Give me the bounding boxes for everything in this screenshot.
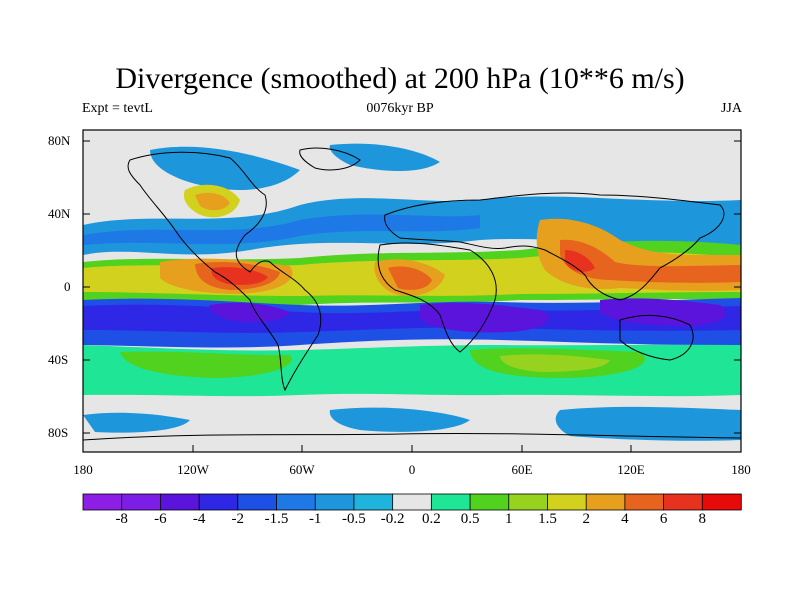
colorbar-label: -6	[154, 511, 167, 527]
lon-label: 0	[408, 462, 416, 477]
colorbar-swatch	[585, 493, 626, 511]
colorbar-swatch	[392, 493, 433, 511]
colorbar-swatch	[547, 493, 587, 511]
lon-label: 180	[73, 462, 93, 477]
colorbar-swatch	[430, 493, 471, 511]
lat-label: 40S	[48, 352, 69, 367]
colorbar-swatch	[508, 493, 549, 511]
colorbar-label: 0.5	[460, 511, 480, 527]
season-label: JJA	[720, 101, 742, 116]
colorbar-label: -0.2	[380, 511, 405, 527]
map-title: Divergence (smoothed) at 200 hPa (10**6 …	[115, 62, 685, 95]
colorbar-label: 2	[582, 511, 590, 527]
lon-label: 120W	[177, 462, 209, 477]
divergence-field	[83, 130, 741, 452]
colorbar	[82, 493, 742, 511]
lat-label: 0	[64, 279, 71, 294]
colorbar-swatch	[276, 493, 316, 511]
colorbar-swatch	[663, 493, 704, 511]
lat-label: 80S	[48, 425, 69, 440]
colorbar-swatch	[314, 493, 355, 511]
colorbar-swatch	[237, 493, 278, 511]
axis-ticks	[82, 140, 742, 452]
colorbar-swatch	[121, 493, 162, 511]
colorbar-swatch	[353, 493, 394, 511]
experiment-label: Expt = tevtL	[82, 101, 153, 116]
colorbar-swatch	[469, 493, 510, 511]
colorbar-label: 4	[621, 511, 629, 527]
colorbar-label: -1	[308, 511, 322, 527]
colorbar-label: -8	[115, 511, 128, 527]
lon-label: 60E	[511, 462, 533, 477]
colorbar-label: -2	[231, 511, 245, 527]
colorbar-label: 1.5	[538, 511, 557, 527]
time-label: 0076kyr BP	[366, 101, 434, 116]
colorbar-swatch	[160, 493, 200, 511]
colorbar-label: -4	[192, 511, 206, 527]
lon-label: 180	[731, 462, 751, 477]
colorbar-label: -1.5	[264, 511, 289, 527]
coastlines	[83, 147, 741, 441]
colorbar-swatch	[82, 493, 123, 511]
colorbar-label: 0.2	[422, 511, 441, 527]
colorbar-swatch	[198, 493, 239, 511]
colorbar-swatch	[701, 493, 742, 511]
lon-label: 120E	[617, 462, 645, 477]
colorbar-label: 1	[505, 511, 513, 527]
colorbar-swatch	[624, 493, 665, 511]
lat-label: 80N	[48, 133, 71, 148]
lat-label: 40N	[48, 206, 71, 221]
colorbar-label: 6	[659, 511, 668, 527]
colorbar-label: -0.5	[342, 511, 366, 527]
lon-label: 60W	[289, 462, 315, 477]
colorbar-label: 8	[698, 511, 707, 527]
